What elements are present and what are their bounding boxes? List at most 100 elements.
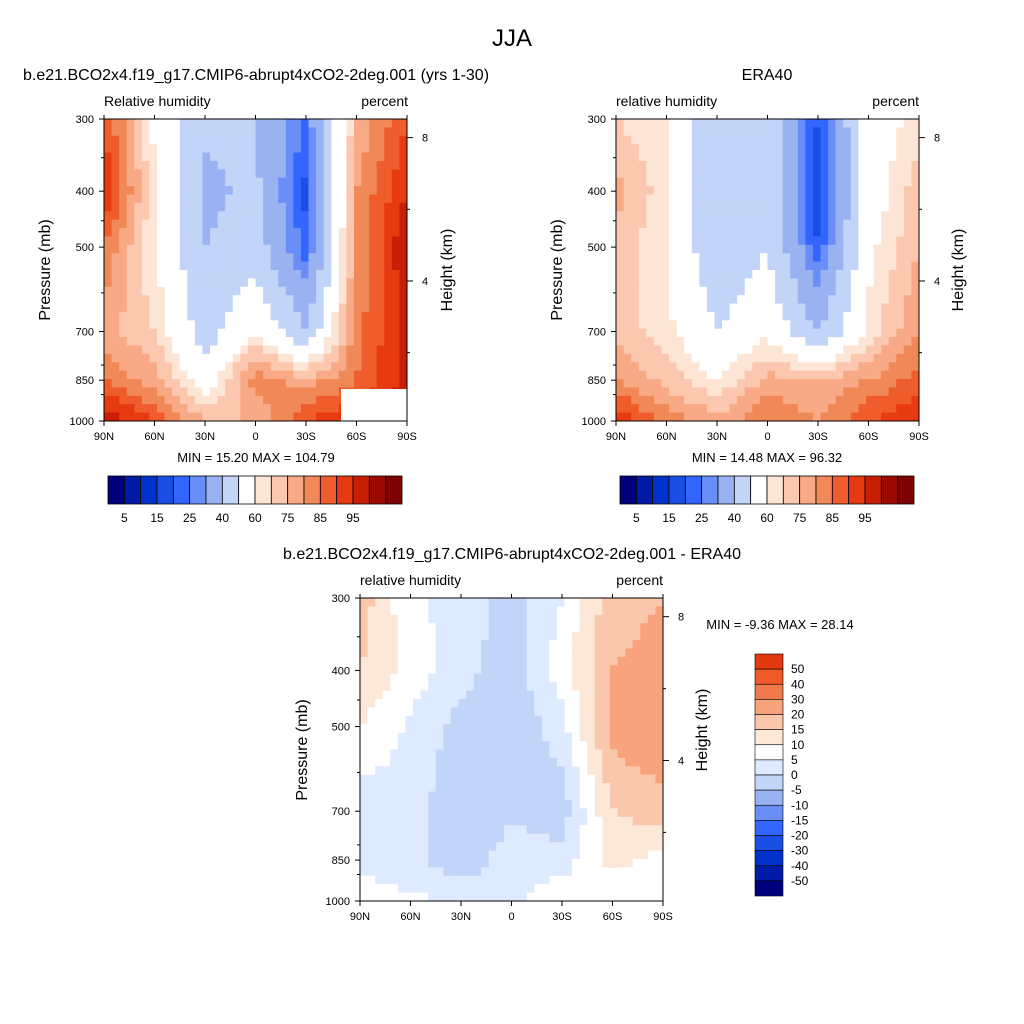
contour-cell [353, 379, 363, 389]
contour-cell [519, 816, 528, 826]
contour-cell [767, 144, 776, 154]
contour-cell [240, 353, 249, 363]
contour-cell [752, 119, 761, 128]
contour-cell [843, 286, 852, 296]
contour-cell [338, 303, 348, 313]
contour-cell [323, 236, 332, 246]
contour-cell [496, 598, 505, 608]
contour-cell [263, 211, 272, 221]
contour-cell [896, 177, 905, 187]
contour-field [616, 119, 919, 421]
contour-cell [655, 631, 663, 641]
contour-cell [638, 311, 647, 321]
contour-cell [888, 362, 897, 372]
contour-cell [699, 379, 708, 389]
contour-cell [782, 286, 791, 296]
contour-cell [369, 127, 378, 137]
contour-cell [187, 412, 196, 421]
contour-cell [572, 640, 581, 650]
panel-difference-title: b.e21.BCO2x4.f19_g17.CMIP6-abrupt4xCO2-2… [283, 546, 741, 563]
contour-cell [413, 766, 422, 776]
contour-cell [676, 278, 685, 288]
contour-cell [888, 387, 897, 397]
contour-cell [617, 732, 626, 742]
contour-cell [790, 194, 799, 204]
contour-cell [263, 295, 272, 305]
contour-cell [187, 236, 196, 246]
contour-cell [903, 345, 913, 355]
y-tick-label: 700 [332, 806, 350, 818]
contour-cell [481, 867, 490, 877]
contour-cell [805, 202, 814, 212]
contour-cell [384, 370, 393, 380]
contour-cell [316, 395, 325, 405]
contour-cell [873, 202, 882, 212]
y2-tick-label: 4 [934, 276, 940, 288]
contour-cell [661, 311, 670, 321]
contour-cell [858, 270, 867, 279]
colorbar-box [684, 475, 703, 505]
contour-cell [263, 412, 272, 421]
contour-cell [450, 850, 460, 860]
contour-cell [428, 598, 437, 608]
contour-cell [458, 774, 467, 784]
contour-cell [270, 353, 279, 363]
contour-cell [232, 219, 241, 229]
contour-cell [217, 244, 226, 254]
contour-cell [255, 387, 264, 397]
contour-cell [111, 412, 120, 421]
contour-cell [579, 715, 588, 725]
contour-cell [572, 816, 581, 826]
contour-cell [625, 749, 634, 759]
contour-cell [843, 194, 852, 204]
contour-cell [646, 135, 655, 145]
contour-cell [775, 395, 784, 405]
contour-cell [217, 219, 226, 229]
contour-cell [684, 295, 693, 305]
contour-cell [187, 244, 196, 254]
contour-cell [111, 186, 120, 196]
contour-cell [179, 370, 188, 380]
contour-cell [399, 169, 407, 179]
contour-cell [247, 169, 257, 179]
contour-cell [775, 186, 784, 196]
contour-cell [632, 757, 641, 767]
contour-cell [126, 320, 135, 330]
contour-cell [714, 144, 723, 154]
contour-cell [881, 169, 890, 179]
contour-cell [790, 244, 799, 254]
contour-cell [625, 614, 634, 624]
contour-cell [873, 144, 882, 154]
contour-cell [361, 177, 370, 187]
contour-cell [684, 345, 693, 355]
contour-cell [706, 194, 716, 204]
contour-cell [187, 270, 196, 279]
contour-cell [263, 303, 272, 313]
contour-cell [323, 127, 332, 137]
contour-cell [331, 119, 340, 128]
contour-cell [194, 169, 204, 179]
contour-cell [316, 311, 325, 321]
contour-cell [210, 345, 219, 355]
contour-cell [126, 160, 135, 170]
contour-cell [308, 379, 317, 389]
contour-cell [225, 194, 234, 204]
contour-cell [752, 387, 761, 397]
contour-cell [134, 270, 143, 279]
contour-cell [157, 144, 166, 154]
contour-cell [564, 640, 573, 650]
contour-cell [353, 160, 363, 170]
contour-cell [684, 286, 693, 296]
contour-cell [149, 261, 158, 271]
contour-cell [278, 177, 287, 187]
contour-cell [511, 640, 520, 650]
contour-cell [579, 808, 588, 818]
contour-cell [503, 808, 513, 818]
contour-cell [443, 699, 452, 709]
contour-cell [390, 598, 399, 608]
contour-cell [602, 690, 611, 700]
contour-cell [835, 236, 844, 246]
contour-cell [405, 808, 414, 818]
contour-cell [903, 160, 913, 170]
contour-cell [858, 127, 867, 137]
